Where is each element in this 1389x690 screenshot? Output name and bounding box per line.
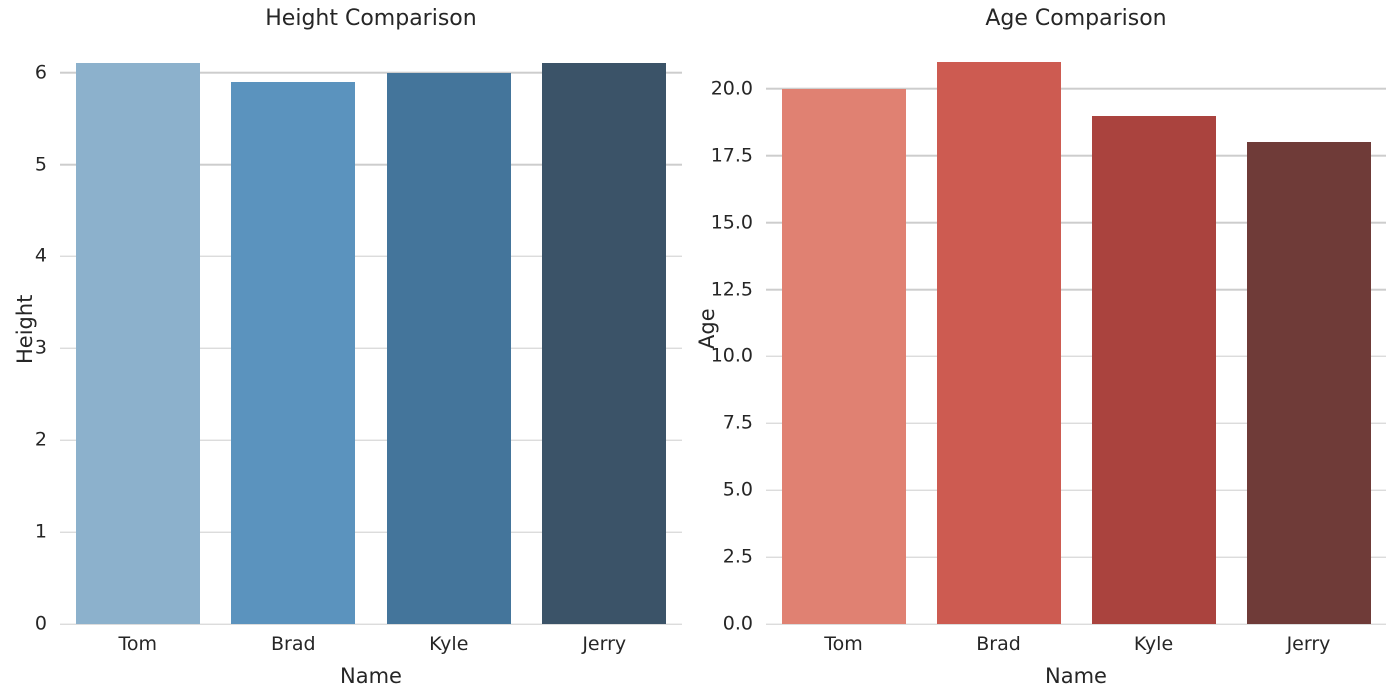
age-chart: Age Comparison Age 0.0 2.5 5.0 7.5 10.0 12.5 1… [694,0,1389,690]
y-gridline [766,489,1386,491]
x-tick-label: Kyle [1133,633,1174,655]
y-gridline [766,88,1386,90]
plot-area: 0 1 2 3 4 5 6 Tom Brad Kyle Jerry [35,34,682,655]
y-gridline [766,355,1386,358]
x-tick-label: Jerry [582,633,627,655]
bar-kyle [1091,115,1216,624]
y-tick-label: 17.5 [710,144,753,167]
x-axis-label: Name [1045,664,1107,688]
y-tick-label: 7.5 [722,411,753,434]
bar-jerry [542,63,667,624]
y-tick-label: 5 [34,153,47,175]
y-tick-label: 2 [34,428,47,451]
x-tick-label: Kyle [429,633,469,655]
bar-tom [781,88,906,624]
height-chart: Height Comparison Height 0 1 2 3 4 5 6 Tom Brad K… [0,0,694,690]
bar-jerry [1246,142,1371,624]
chart-title: Height Comparison [265,6,477,31]
y-tick-label: 20.0 [710,77,753,100]
bar-brad [231,81,356,624]
y-tick-label: 15.0 [710,211,753,234]
y-gridline [766,556,1386,558]
y-gridline [766,288,1386,291]
y-tick-label: 5.0 [722,478,753,501]
y-gridline [766,422,1386,425]
y-gridline [60,163,682,166]
y-axis-label: Age [695,308,719,350]
x-axis-label: Name [340,664,402,688]
plot-area: 0.0 2.5 5.0 7.5 10.0 12.5 15.0 17.5 20.0 Tom Brad K… [711,34,1386,655]
y-gridline [60,531,682,533]
y-tick-label: 0 [34,612,47,635]
x-tick-label: Tom [824,633,863,655]
x-tick-label: Brad [270,633,316,655]
y-tick-label: 2.5 [722,545,753,568]
y-tick-label: 0.0 [722,612,753,635]
y-gridline [766,623,1386,625]
y-gridline [60,347,682,350]
chart-title: Age Comparison [985,6,1167,31]
y-tick-label: 12.5 [710,278,753,301]
y-tick-label: 6 [34,61,47,84]
y-gridline [60,623,682,625]
bar-tom [75,63,200,624]
y-gridline [60,71,682,74]
bar-brad [936,62,1061,624]
y-gridline [60,255,682,258]
y-tick-label: 3 [34,336,47,359]
x-tick-label: Tom [118,633,157,655]
x-tick-label: Brad [976,633,1021,655]
y-tick-label: 10.0 [710,344,753,367]
bar-kyle [386,72,511,624]
x-tick-label: Jerry [1286,633,1331,655]
y-gridline [766,221,1386,224]
y-gridline [60,439,682,441]
y-tick-label: 4 [34,244,47,267]
y-tick-label: 1 [34,520,47,543]
y-gridline [766,155,1386,157]
